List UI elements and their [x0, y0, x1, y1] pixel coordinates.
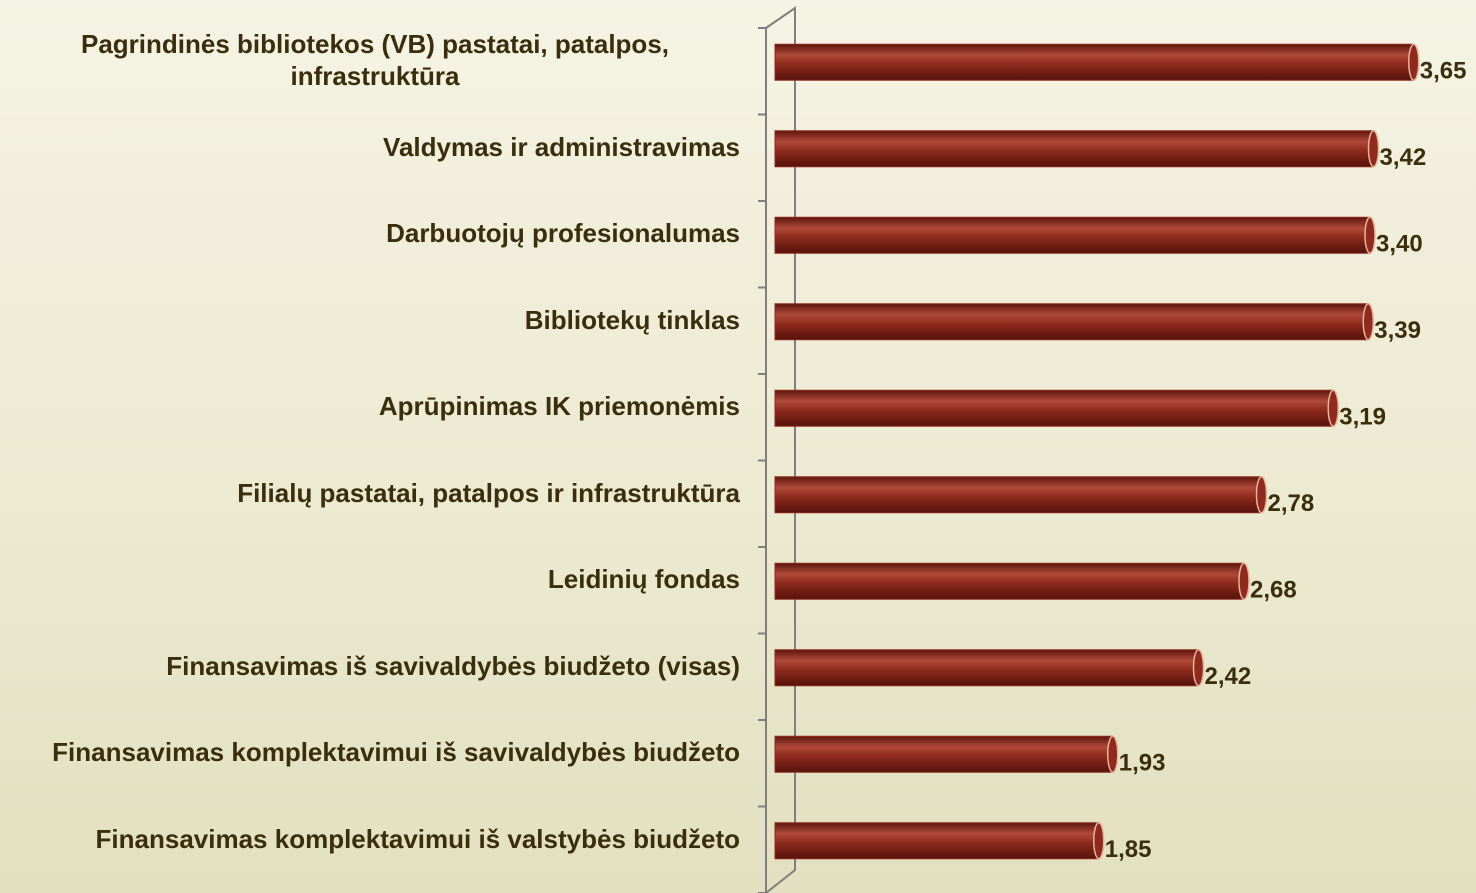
category-label: Finansavimas komplektavimui iš savivaldy…	[52, 737, 740, 768]
value-label: 3,39	[1374, 317, 1421, 344]
bar-cap	[1255, 476, 1268, 514]
bar	[774, 649, 1205, 687]
bar-cap	[1327, 389, 1339, 427]
bar-body	[774, 43, 1415, 81]
bar	[774, 735, 1119, 773]
value-label: 1,93	[1119, 749, 1166, 776]
bar	[774, 216, 1376, 254]
bar-cap	[1408, 43, 1420, 81]
category-label: Darbuotojų profesionalumas	[386, 218, 740, 249]
bar-cap	[1192, 649, 1205, 687]
category-label: Finansavimas iš savivaldybės biudžeto (v…	[166, 650, 740, 681]
category-label: Pagrindinės bibliotekos (VB) pastatai, p…	[81, 29, 669, 92]
value-label: 3,40	[1376, 230, 1423, 257]
bar-body	[774, 130, 1374, 168]
value-label: 2,42	[1205, 663, 1252, 690]
bar-body	[774, 216, 1371, 254]
value-label: 2,78	[1268, 490, 1315, 517]
bar	[774, 476, 1268, 514]
category-label: Finansavimas komplektavimui iš valstybės…	[95, 823, 740, 854]
bar-cap	[1364, 216, 1376, 254]
bar-body	[774, 822, 1100, 860]
value-label: 2,68	[1250, 576, 1297, 603]
category-label: Valdymas ir administravimas	[383, 131, 740, 162]
category-label: Bibliotekų tinklas	[524, 304, 740, 335]
bar-body	[774, 562, 1245, 600]
bar	[774, 389, 1339, 427]
value-label: 3,42	[1380, 144, 1427, 171]
bar	[774, 303, 1374, 341]
bar-cap	[1362, 303, 1374, 341]
bar	[774, 130, 1380, 168]
axis-wall	[765, 6, 796, 893]
bar-cap	[1238, 562, 1250, 600]
category-label: Filialų pastatai, patalpos ir infrastruk…	[237, 477, 740, 508]
bar-body	[774, 389, 1334, 427]
bar-cap	[1093, 822, 1105, 860]
category-label: Aprūpinimas IK priemonėmis	[378, 391, 740, 422]
value-label: 3,65	[1420, 57, 1467, 84]
value-label: 1,85	[1105, 836, 1152, 863]
bar-body	[774, 649, 1199, 687]
category-label: Leidinių fondas	[547, 564, 740, 595]
bar	[774, 562, 1250, 600]
bar	[774, 822, 1105, 860]
bar-cap	[1107, 735, 1119, 773]
bar-body	[774, 735, 1114, 773]
bar	[774, 43, 1420, 81]
bar-cap	[1367, 130, 1380, 168]
bar-body	[774, 303, 1369, 341]
bar-body	[774, 476, 1262, 514]
value-label: 3,19	[1339, 403, 1386, 430]
